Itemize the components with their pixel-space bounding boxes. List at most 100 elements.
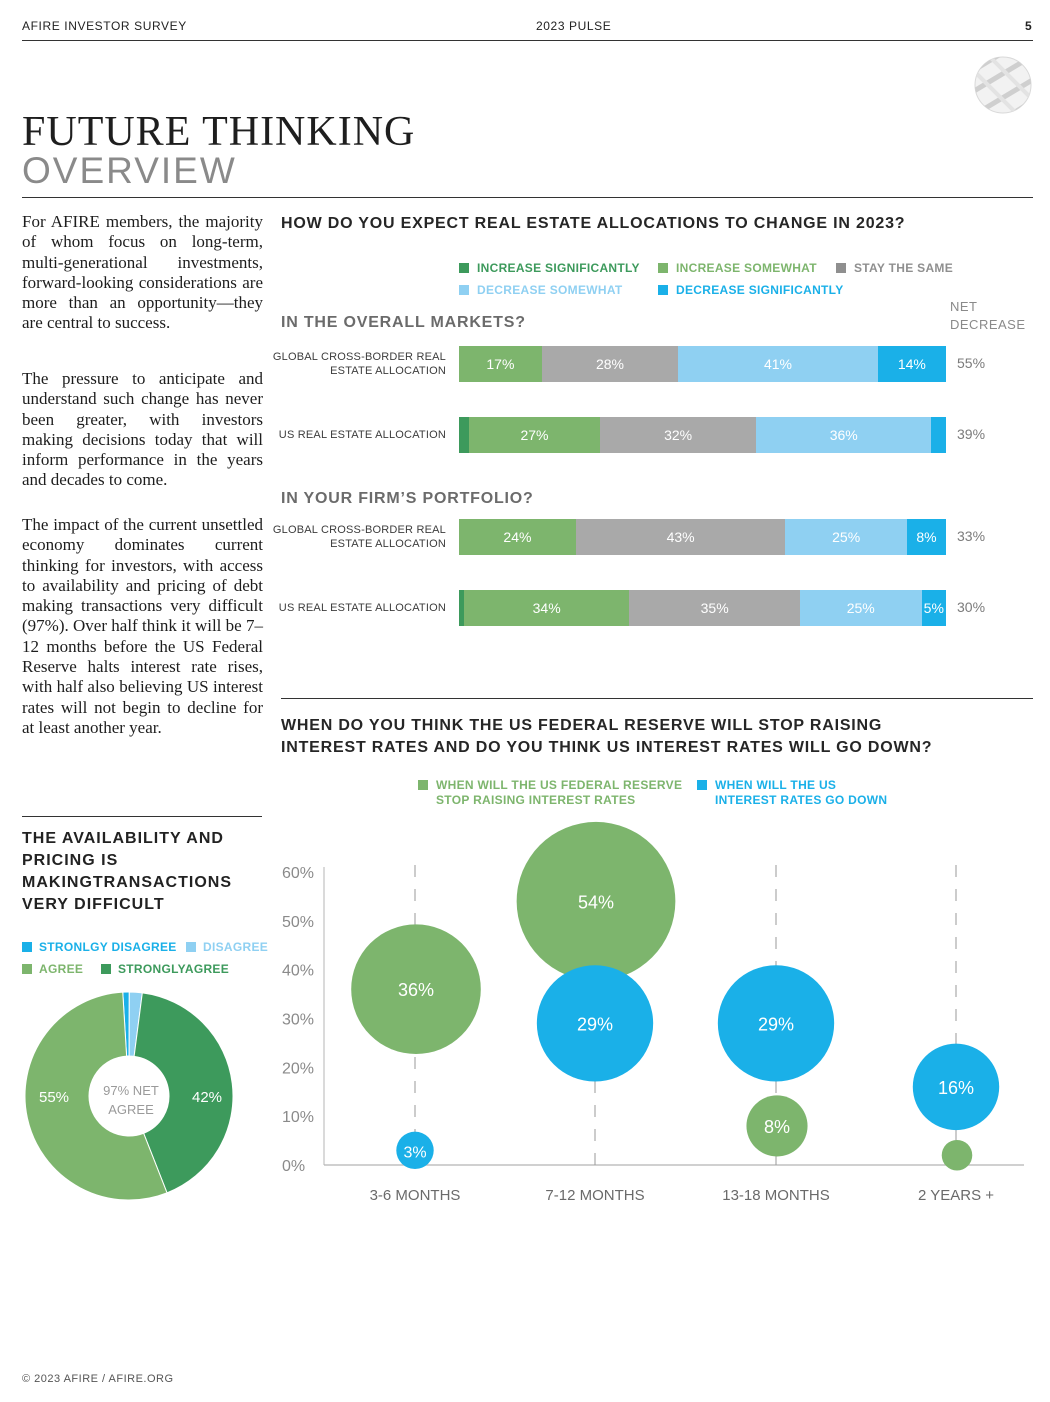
- bubble-value-label: 29%: [577, 1014, 613, 1034]
- donut-legend-item: AGREE: [22, 962, 83, 976]
- net-decrease-value: 33%: [957, 528, 986, 544]
- bar-segment-increase-significantly: [459, 417, 469, 453]
- legend-swatch: [697, 780, 707, 790]
- donut-chart: 42% 55% 97% NET AGREE: [24, 991, 234, 1201]
- x-category-label: 2 YEARS +: [918, 1187, 994, 1204]
- donut-slice-strongly-agree: [133, 992, 234, 1194]
- body-paragraph-2: The pressure to anticipate and understan…: [22, 369, 263, 490]
- bubble-rates-go-down: 29%: [717, 965, 835, 1082]
- globe-logo-icon: [974, 56, 1032, 114]
- alloc-legend-item: DECREASE SIGNIFICANTLY: [658, 283, 844, 297]
- net-decrease-value: 55%: [957, 355, 986, 371]
- bar-segment-decrease-somewhat: 25%: [785, 519, 908, 555]
- alloc-row-label: GLOBAL CROSS-BORDER REAL ESTATE ALLOCATI…: [272, 351, 446, 377]
- y-tick-label: 50%: [282, 914, 314, 931]
- section-rule: [281, 698, 1033, 699]
- legend-label-line: INTEREST RATES GO DOWN: [715, 793, 888, 807]
- bubble-rates-go-down: 16%: [912, 1043, 1000, 1131]
- section-firm-portfolio: IN YOUR FIRM’S PORTFOLIO?: [281, 490, 534, 507]
- legend-label: INCREASE SIGNIFICANTLY: [477, 261, 640, 275]
- legend-label-line: WHEN WILL THE US: [715, 778, 837, 792]
- legend-label-line: WHEN WILL THE US FEDERAL RESERVE: [436, 778, 683, 792]
- bubble-circle: [746, 1095, 808, 1157]
- bar-segment-increase-somewhat: 27%: [468, 417, 601, 453]
- legend-label: STRONGLYAGREE: [118, 962, 230, 976]
- bar-segment-decrease-somewhat: 41%: [678, 346, 878, 382]
- footer-copyright: © 2023 AFIRE / AFIRE.ORG: [22, 1373, 174, 1385]
- bubble-circle: [912, 1043, 1000, 1131]
- alloc-stacked-bar: 17% 28% 41% 14%: [459, 346, 946, 382]
- y-tick-label: 0%: [282, 1158, 305, 1175]
- bar-segment-increase-somewhat: 17%: [459, 346, 542, 382]
- net-decrease-header: NET DECREASE: [950, 299, 1026, 332]
- bubble-value-label: 36%: [398, 980, 434, 1000]
- x-category-label: 13-18 MONTHS: [722, 1187, 830, 1204]
- page-number: 5: [1025, 19, 1033, 33]
- page-title: FUTURE THINKING: [22, 109, 416, 155]
- bar-segment-stay-same: 35%: [629, 590, 800, 626]
- bar-segment-decrease-significantly: 5%: [921, 590, 946, 626]
- bubble-rates-go-down: 29%: [536, 965, 654, 1082]
- bar-segment-decrease-somewhat: 36%: [756, 417, 932, 453]
- page-subtitle: OVERVIEW: [22, 150, 237, 191]
- alloc-legend-item: INCREASE SOMEWHAT: [658, 261, 817, 275]
- donut-center-line-2: AGREE: [108, 1102, 154, 1117]
- bar-segment-increase-significantly: [459, 590, 464, 626]
- report-name: AFIRE INVESTOR SURVEY: [22, 19, 187, 33]
- bubble-value-label: 16%: [938, 1078, 974, 1098]
- y-tick-label: 10%: [282, 1109, 314, 1126]
- alloc-row-label: US REAL ESTATE ALLOCATION: [278, 602, 446, 614]
- bubble-fed-stop-raising: 8%: [746, 1095, 808, 1157]
- donut-center-line-1: 97% NET: [103, 1083, 159, 1098]
- fed-question-line-1: WHEN DO YOU THINK THE US FEDERAL RESERVE…: [281, 717, 883, 734]
- bubble-circle: [351, 924, 481, 1054]
- header-rule: [22, 40, 1033, 41]
- bubble-chart: 0% 10% 20% 30% 40% 50% 60% 3-6 MONTHS 7-12 MONTH…: [282, 821, 1024, 1204]
- legend-swatch: [836, 263, 846, 273]
- bubble-fed-stop-raising: 54%: [516, 821, 676, 981]
- bubble-value-label: 3%: [403, 1144, 426, 1161]
- bubble-value-label: 8%: [764, 1117, 790, 1137]
- legend-label: DECREASE SIGNIFICANTLY: [676, 283, 844, 297]
- alloc-legend-item: STAY THE SAME: [836, 261, 953, 275]
- bar-segment-decrease-significantly: 8%: [907, 519, 946, 555]
- donut-legend-item: DISAGREE: [186, 940, 268, 954]
- y-tick-label: 40%: [282, 963, 314, 980]
- fed-question: WHEN DO YOU THINK THE US FEDERAL RESERVE…: [281, 715, 932, 759]
- legend-label: DISAGREE: [203, 940, 269, 954]
- bubble-circle: [536, 965, 654, 1082]
- donut-legend-item: STRONGLYAGREE: [101, 962, 229, 976]
- legend-label: DECREASE SOMEWHAT: [477, 283, 623, 297]
- net-decrease-value: 30%: [957, 599, 986, 615]
- alloc-stacked-bar: 24% 43% 25% 8%: [459, 519, 946, 555]
- legend-swatch: [658, 285, 668, 295]
- legend-label: WHEN WILL THE US INTEREST RATES GO DOWN: [715, 778, 887, 808]
- fed-legend-item: WHEN WILL THE US INTEREST RATES GO DOWN: [697, 778, 887, 808]
- donut-slice-agree: [24, 991, 168, 1201]
- bubble-circle: [396, 1131, 434, 1170]
- bar-segment-decrease-significantly: 14%: [877, 346, 946, 382]
- legend-swatch: [22, 942, 32, 952]
- bubble-rates-go-down: 3%: [396, 1131, 434, 1170]
- body-paragraph-1: For AFIRE members, the majority of whom …: [22, 212, 263, 333]
- y-tick-label: 20%: [282, 1060, 314, 1077]
- legend-label: AGREE: [39, 962, 84, 976]
- alloc-stacked-bar: 34% 35% 25% 5%: [459, 590, 946, 626]
- side-rule: [22, 816, 262, 817]
- body-paragraph-3: The impact of the current unsettled econ…: [22, 515, 263, 737]
- donut-left-label: 55%: [39, 1089, 69, 1106]
- bar-segment-decrease-somewhat: 25%: [799, 590, 922, 626]
- bubble-value-label: 54%: [578, 892, 614, 912]
- donut-title: THE AVAILABILITY AND PRICING IS MAKINGTR…: [22, 830, 232, 913]
- legend-swatch: [459, 285, 469, 295]
- bubble-circle: [941, 1139, 973, 1171]
- bubble-fed-stop-raising: [941, 1139, 973, 1171]
- x-category-label: 7-12 MONTHS: [545, 1187, 644, 1204]
- alloc-legend-item: INCREASE SIGNIFICANTLY: [459, 261, 640, 275]
- donut-right-label: 42%: [192, 1089, 222, 1106]
- y-tick-label: 30%: [282, 1012, 314, 1029]
- alloc-legend-item: DECREASE SOMEWHAT: [459, 283, 623, 297]
- report-edition: 2023 PULSE: [536, 19, 612, 33]
- alloc-row-label: US REAL ESTATE ALLOCATION: [278, 429, 446, 441]
- donut-legend-item: STRONLGY DISAGREE: [22, 940, 177, 954]
